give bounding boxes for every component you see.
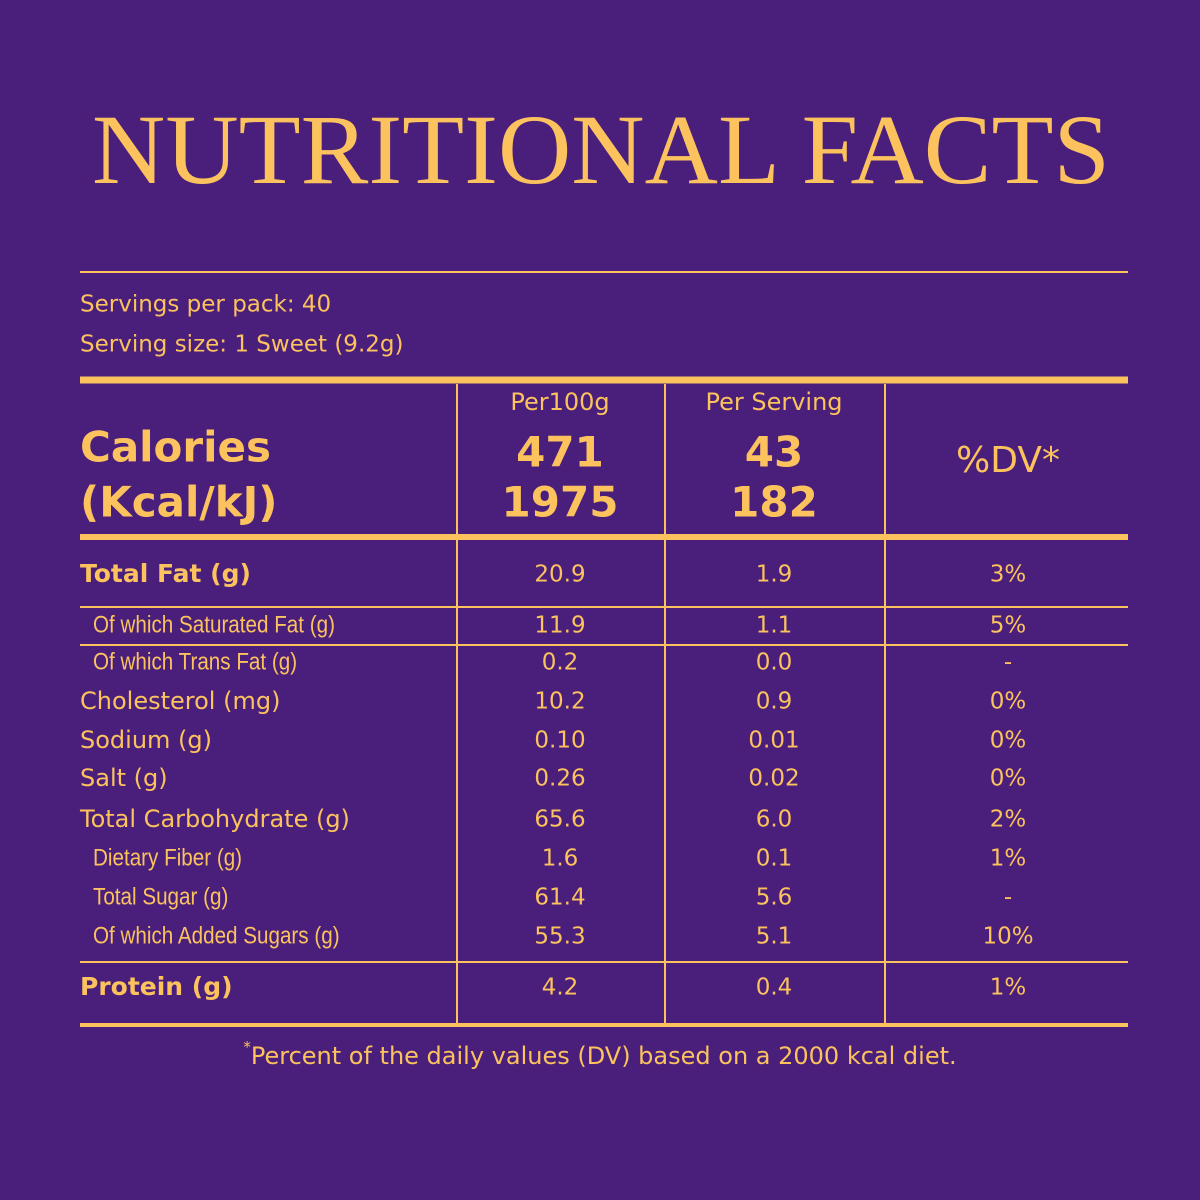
row-label: Of which Saturated Fat (g) bbox=[93, 611, 335, 638]
row-value: 0.1 bbox=[756, 846, 793, 872]
row-label: Protein (g) bbox=[80, 972, 233, 1001]
footnote-text: Percent of the daily values (DV) based o… bbox=[251, 1042, 957, 1070]
footnote: *Percent of the daily values (DV) based … bbox=[243, 1038, 956, 1071]
calorie-value: 182 bbox=[730, 478, 818, 527]
row-value: 0% bbox=[990, 766, 1027, 792]
row-value: 10.2 bbox=[534, 689, 585, 715]
row-value: - bbox=[1004, 650, 1012, 676]
column-header: Per100g bbox=[510, 388, 609, 416]
column-header: %DV* bbox=[956, 440, 1060, 481]
column-header: Per Serving bbox=[705, 388, 842, 416]
row-value: 4.2 bbox=[542, 975, 579, 1001]
row-value: 0.02 bbox=[748, 766, 799, 792]
row-value: 0% bbox=[990, 728, 1027, 754]
row-value: 0.0 bbox=[756, 650, 793, 676]
row-label: Total Fat (g) bbox=[80, 559, 251, 588]
serving-size: Serving size: 1 Sweet (9.2g) bbox=[80, 332, 403, 358]
calorie-value: 43 bbox=[745, 428, 803, 477]
row-value: 1.6 bbox=[542, 846, 579, 872]
row-value: 0.2 bbox=[542, 650, 579, 676]
row-value: - bbox=[1004, 885, 1012, 911]
servings-per-pack: Servings per pack: 40 bbox=[80, 292, 331, 318]
row-value: 5.6 bbox=[756, 885, 793, 911]
row-value: 0.9 bbox=[756, 689, 793, 715]
row-value: 3% bbox=[990, 562, 1027, 588]
row-value: 1% bbox=[990, 846, 1027, 872]
row-value: 0.01 bbox=[748, 728, 799, 754]
row-value: 0.10 bbox=[534, 728, 585, 754]
row-value: 1% bbox=[990, 975, 1027, 1001]
row-value: 0.4 bbox=[756, 975, 793, 1001]
row-value: 2% bbox=[990, 807, 1027, 833]
row-value: 0% bbox=[990, 689, 1027, 715]
row-label: Of which Added Sugars (g) bbox=[93, 922, 340, 949]
row-value: 5.1 bbox=[756, 924, 793, 950]
row-value: 6.0 bbox=[756, 807, 793, 833]
row-value: 1.1 bbox=[756, 613, 793, 639]
row-label: Sodium (g) bbox=[80, 726, 212, 754]
row-label: Cholesterol (mg) bbox=[80, 687, 280, 715]
calories-label: (Kcal/kJ) bbox=[80, 478, 277, 527]
row-value: 10% bbox=[982, 924, 1033, 950]
row-label: Of which Trans Fat (g) bbox=[93, 648, 297, 675]
row-label: Salt (g) bbox=[80, 764, 168, 792]
row-value: 11.9 bbox=[534, 613, 585, 639]
title: NUTRITIONAL FACTS bbox=[92, 94, 1110, 205]
calorie-value: 1975 bbox=[502, 478, 619, 527]
row-value: 20.9 bbox=[534, 562, 585, 588]
row-value: 1.9 bbox=[756, 562, 793, 588]
row-value: 0.26 bbox=[534, 766, 585, 792]
calorie-value: 471 bbox=[516, 428, 604, 477]
row-label: Total Carbohydrate (g) bbox=[79, 805, 350, 833]
calories-label: Calories bbox=[80, 423, 271, 472]
row-label: Dietary Fiber (g) bbox=[93, 844, 242, 871]
row-value: 61.4 bbox=[534, 885, 585, 911]
row-value: 55.3 bbox=[534, 924, 585, 950]
row-value: 5% bbox=[990, 613, 1027, 639]
row-value: 65.6 bbox=[534, 807, 585, 833]
footnote-marker: * bbox=[243, 1038, 251, 1056]
row-label: Total Sugar (g) bbox=[93, 883, 228, 910]
